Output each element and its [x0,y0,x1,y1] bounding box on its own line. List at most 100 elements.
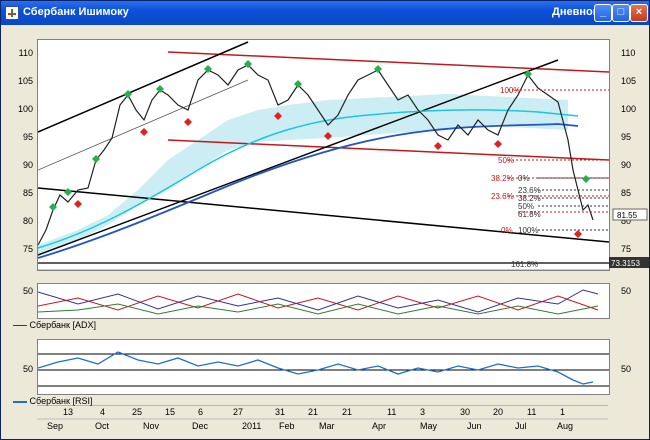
rsi-line [37,351,594,385]
rsi-legend-swatch [13,400,27,403]
day-20: 20 [493,407,503,417]
fib-236-lower: 23.6% [518,186,541,195]
month-aug: Aug [557,421,573,431]
month-oct: Oct [95,421,110,431]
day-30: 30 [460,407,470,417]
window-title: Сбербанк Ишимоку [23,6,129,18]
ytick-75: 75 [23,244,33,254]
fib-100-lower: 100% [518,226,538,235]
minimize-button[interactable]: _ [594,4,612,22]
month-2011: 2011 [242,421,261,431]
price-axis-left: 110 105 100 95 90 85 80 75 [18,48,33,254]
day-27: 27 [233,407,243,417]
title-bar[interactable]: Сбербанк Ишимоку Дневной _ □ × [1,1,649,25]
day-15: 15 [165,407,175,417]
day-6: 6 [198,407,203,417]
day-21b: 21 [342,407,352,417]
month-may: May [420,421,438,431]
minimize-icon: _ [599,6,607,18]
di-minus-line [37,303,599,315]
adx-legend-swatch [13,325,27,327]
ma-cyan-line [37,109,579,249]
maximize-icon: □ [617,6,625,18]
rsi-axis-right: 50 [621,364,631,374]
month-jul: Jul [515,421,527,431]
fib-0-upper: 0% [501,226,513,235]
adx-panel[interactable] [37,283,610,319]
day-1: 1 [560,407,565,417]
adx-legend: Сбербанк [ADX] [13,320,96,330]
rsi-ytick-right: 50 [621,364,631,374]
ytick-right-90: 90 [621,160,631,170]
low-price-box [609,257,649,268]
fib-1618-lower: 161.8% [511,260,538,269]
channel-bottom-line [167,139,610,161]
ytick-right-110: 110 [621,48,635,58]
trend-line-mid [37,79,249,171]
rsi-axis-left: 50 [23,364,33,374]
fibonacci-levels: 100% 50% 38.2% 23.6% 0% 0% 23.6% 38.2% 5… [491,86,609,269]
adx-ytick: 50 [23,286,33,296]
rsi-panel[interactable] [37,339,610,395]
day-11b: 11 [527,407,536,417]
rsi-legend-label: Сбербанк [RSI] [29,396,93,406]
adx-axis-right: 50 [621,286,631,296]
day-25: 25 [132,407,142,417]
fib-382-upper: 38.2% [491,174,514,183]
price-line [37,64,594,246]
trend-line-upper [37,41,249,133]
day-13: 13 [63,407,73,417]
day-21a: 21 [308,407,318,417]
fib-50-upper: 50% [498,156,514,165]
ytick-right-105: 105 [621,76,636,86]
ytick-right-95: 95 [621,132,631,142]
app-icon [5,6,19,20]
month-nov: Nov [143,421,160,431]
support-line [37,187,610,243]
signal-markers [49,60,590,238]
ytick-80: 80 [23,216,33,226]
time-axis: 13 4 25 15 6 27 31 21 21 11 3 30 20 11 1… [37,405,608,431]
month-feb: Feb [279,421,295,431]
last-price-box [612,208,648,221]
month-sep: Sep [47,421,63,431]
ytick-100: 100 [18,104,33,114]
price-axis-right: 110 105 100 95 90 85 80 75 81.55 73.3153 [609,48,649,268]
trend-line-long [37,59,559,256]
day-3: 3 [420,407,425,417]
ma-blue-line [37,123,579,259]
low-price-label: 73.3153 [611,259,640,268]
fib-236-upper: 23.6% [491,192,514,201]
channel-top-line [167,51,610,73]
month-dec: Dec [192,421,209,431]
timeframe-label: Дневной [552,6,600,18]
close-button[interactable]: × [630,4,648,22]
adx-legend-label: Сбербанк [ADX] [29,320,96,330]
fib-382-lower: 38.2% [518,194,541,203]
fib-100-upper: 100% [500,86,520,95]
maximize-button[interactable]: □ [612,4,630,22]
fib-618-lower: 61.8% [518,210,541,219]
adx-chart [37,289,599,315]
adx-ytick-right: 50 [621,286,631,296]
fib-0-lower: 0% [518,174,530,183]
day-4: 4 [100,407,105,417]
ytick-right-80: 80 [621,216,631,226]
ytick-right-75: 75 [621,244,631,254]
adx-line [37,289,599,313]
rsi-chart [37,351,609,387]
ytick-105: 105 [18,76,33,86]
adx-axis-left: 50 [23,286,33,296]
price-chart: 100% 50% 38.2% 23.6% 0% 0% 23.6% 38.2% 5… [37,41,610,271]
ytick-right-85: 85 [621,188,631,198]
last-price-label: 81.55 [617,211,638,220]
fib-50-lower: 50% [518,202,534,211]
price-panel[interactable]: 100% 50% 38.2% 23.6% 0% 0% 23.6% 38.2% 5… [37,39,610,271]
ytick-right-100: 100 [621,104,636,114]
day-31: 31 [275,407,285,417]
ytick-95: 95 [23,132,33,142]
rsi-ytick: 50 [23,364,33,374]
month-mar: Mar [319,421,335,431]
month-jun: Jun [467,421,482,431]
